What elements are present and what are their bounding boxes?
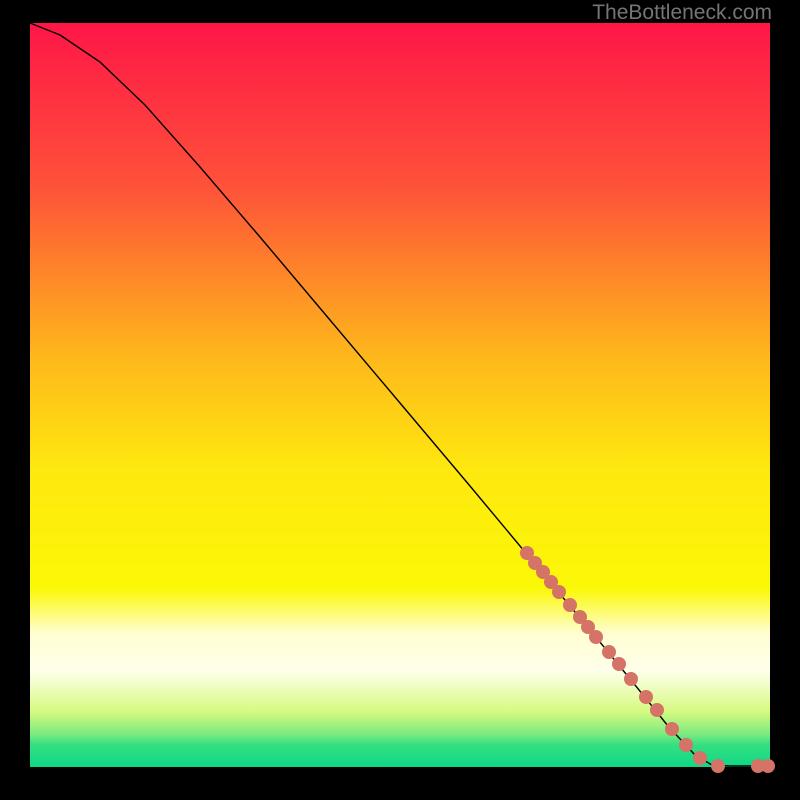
attribution-link[interactable]: TheBottleneck.com (592, 1, 772, 25)
chart-stage: TheBottleneck.com (0, 0, 800, 800)
plot-area (30, 23, 770, 767)
